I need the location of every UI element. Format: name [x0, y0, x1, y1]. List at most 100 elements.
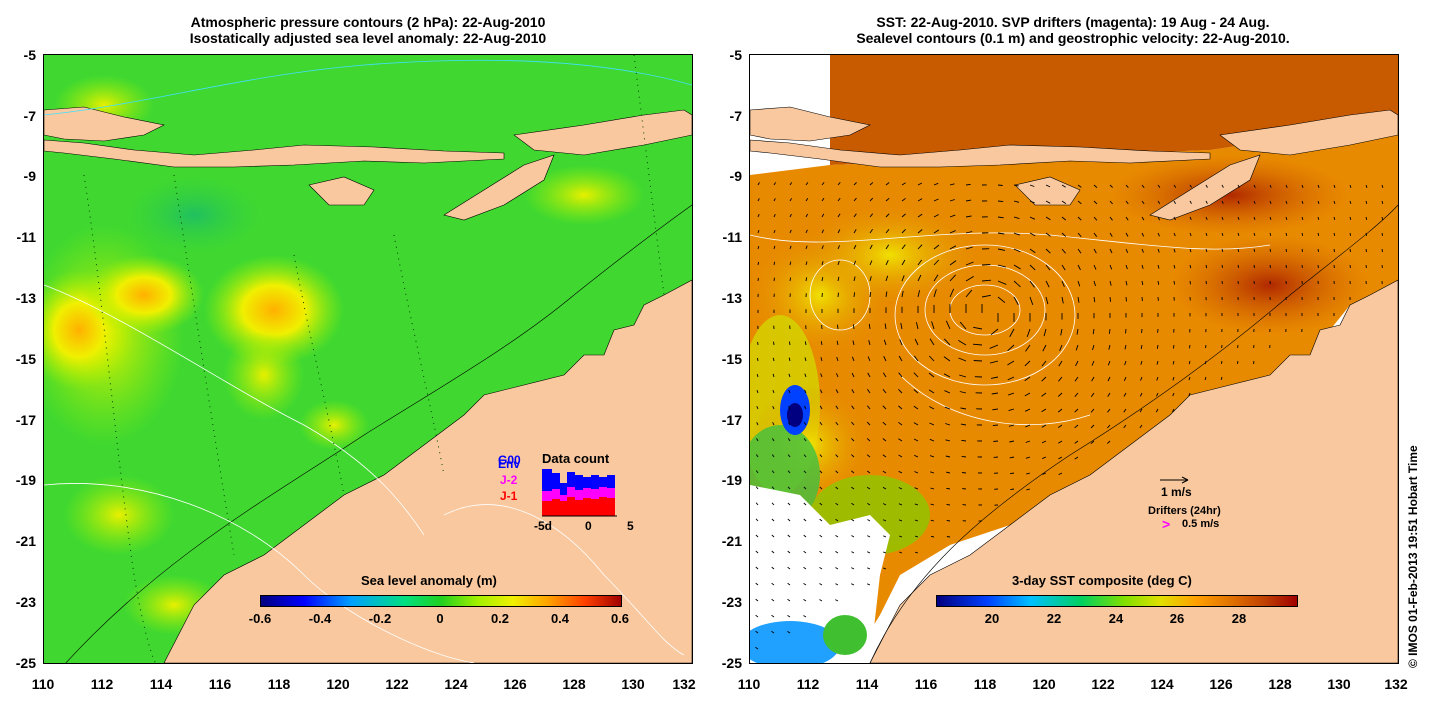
velocity-arrow	[981, 294, 991, 298]
velocity-arrow	[821, 245, 824, 250]
left-title-line1: Atmospheric pressure contours (2 hPa): 2…	[190, 14, 546, 30]
velocity-arrow	[851, 551, 855, 554]
velocity-arrow	[755, 630, 759, 634]
velocity-arrow	[851, 389, 855, 394]
velocity-arrow	[1365, 216, 1368, 221]
velocity-arrow	[835, 421, 839, 426]
velocity-arrow	[869, 244, 873, 250]
velocity-arrow	[835, 470, 839, 474]
velocity-arrow	[959, 321, 967, 330]
velocity-arrow	[852, 324, 855, 330]
velocity-scale-arrow	[1160, 476, 1189, 484]
velocity-arrow	[787, 550, 791, 554]
velocity-arrow	[915, 322, 919, 330]
velocity-arrow	[1007, 344, 1015, 352]
velocity-arrow	[944, 406, 951, 410]
y-tick: -9	[729, 168, 742, 184]
velocity-arrow	[1090, 392, 1095, 397]
imos-credit: © IMOS 01-Feb-2013 19:51 Hobart Time	[1406, 445, 1420, 668]
x-tick: 124	[444, 676, 468, 692]
velocity-arrow	[1125, 248, 1129, 253]
left-colorbar	[260, 595, 622, 607]
velocity-arrow	[901, 213, 906, 218]
velocity-arrow	[1173, 280, 1176, 285]
velocity-arrow	[1285, 184, 1288, 188]
velocity-arrow	[851, 372, 855, 378]
velocity-arrow	[965, 183, 971, 186]
velocity-arrow	[1074, 376, 1079, 382]
velocity-arrow	[1042, 456, 1047, 460]
velocity-arrow	[1221, 184, 1224, 188]
velocity-arrow	[771, 630, 775, 634]
x-tick: 126	[1209, 676, 1233, 692]
velocity-arrow	[1061, 232, 1067, 237]
velocity-arrow	[819, 486, 823, 490]
velocity-arrow	[885, 291, 888, 298]
velocity-arrow	[869, 213, 874, 218]
data-count-tick-0: -5d	[534, 519, 552, 533]
velocity-arrow	[930, 535, 935, 538]
velocity-arrow	[884, 323, 887, 330]
velocity-arrow	[1220, 360, 1223, 364]
x-tick: 128	[1268, 676, 1292, 692]
velocity-arrow	[1317, 200, 1320, 204]
velocity-arrow	[1155, 408, 1159, 413]
velocity-arrow	[819, 421, 823, 426]
velocity-arrow	[965, 289, 973, 298]
velocity-arrow	[1269, 232, 1272, 237]
velocity-arrow	[1108, 328, 1111, 334]
velocity-arrow	[853, 244, 857, 250]
velocity-arrow	[882, 486, 887, 490]
velocity-arrow	[1029, 232, 1036, 237]
velocity-arrow	[835, 535, 839, 538]
velocity-arrow	[1041, 408, 1047, 413]
data-count-inset: Data count G00 Env J-2 J-1 -5d 0	[482, 445, 642, 535]
velocity-arrow	[1024, 360, 1031, 367]
velocity-arrow	[997, 264, 1007, 268]
velocity-arrow	[1041, 392, 1047, 397]
velocity-arrow	[1026, 328, 1031, 338]
velocity-arrow	[853, 213, 857, 218]
velocity-arrow	[949, 214, 956, 218]
velocity-arrow	[933, 244, 940, 250]
left-colorbar-tick: 0.2	[490, 611, 510, 626]
velocity-arrow	[1188, 360, 1191, 365]
velocity-arrow	[1253, 264, 1255, 269]
velocity-arrow	[805, 261, 808, 266]
velocity-arrow	[787, 518, 791, 522]
velocity-arrow	[1077, 280, 1081, 287]
velocity-arrow	[1077, 216, 1082, 221]
velocity-arrow	[1381, 248, 1383, 253]
velocity-arrow	[1061, 216, 1067, 221]
velocity-arrow	[773, 229, 776, 234]
velocity-arrow	[1189, 264, 1192, 269]
y-tick: -7	[729, 108, 742, 124]
velocity-arrow	[965, 199, 972, 202]
velocity-arrow	[1301, 200, 1304, 204]
x-tick: 110	[737, 676, 761, 692]
velocity-arrow	[1109, 280, 1112, 286]
velocity-arrow	[973, 360, 983, 362]
velocity-arrow	[1045, 296, 1049, 305]
velocity-arrow	[867, 356, 871, 362]
velocity-arrow	[929, 338, 935, 346]
velocity-arrow	[837, 213, 841, 218]
velocity-arrow	[931, 321, 935, 330]
velocity-arrow	[899, 535, 903, 538]
velocity-arrow	[789, 261, 792, 266]
velocity-arrow	[819, 567, 823, 570]
velocity-arrow	[933, 214, 939, 218]
velocity-arrow	[1365, 232, 1368, 236]
velocity-arrow	[837, 245, 841, 250]
velocity-arrow	[1092, 328, 1095, 335]
velocity-arrow	[835, 405, 839, 410]
velocity-arrow	[1061, 184, 1066, 188]
velocity-arrow	[1381, 232, 1384, 236]
velocity-arrow	[945, 320, 951, 330]
velocity-arrow	[819, 454, 823, 458]
velocity-arrow	[1041, 360, 1047, 367]
velocity-arrow	[1090, 424, 1095, 429]
velocity-arrow	[804, 389, 807, 394]
velocity-arrow	[1125, 232, 1129, 237]
velocity-arrow	[1045, 232, 1051, 237]
